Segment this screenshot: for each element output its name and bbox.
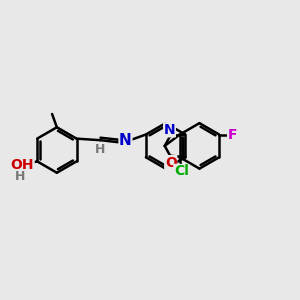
Text: Cl: Cl bbox=[174, 164, 189, 178]
Text: H: H bbox=[15, 170, 25, 183]
Text: OH: OH bbox=[11, 158, 34, 172]
Text: O: O bbox=[165, 156, 177, 170]
Text: N: N bbox=[119, 133, 132, 148]
Text: F: F bbox=[228, 128, 237, 142]
Text: N: N bbox=[164, 123, 175, 137]
Text: H: H bbox=[95, 142, 105, 156]
